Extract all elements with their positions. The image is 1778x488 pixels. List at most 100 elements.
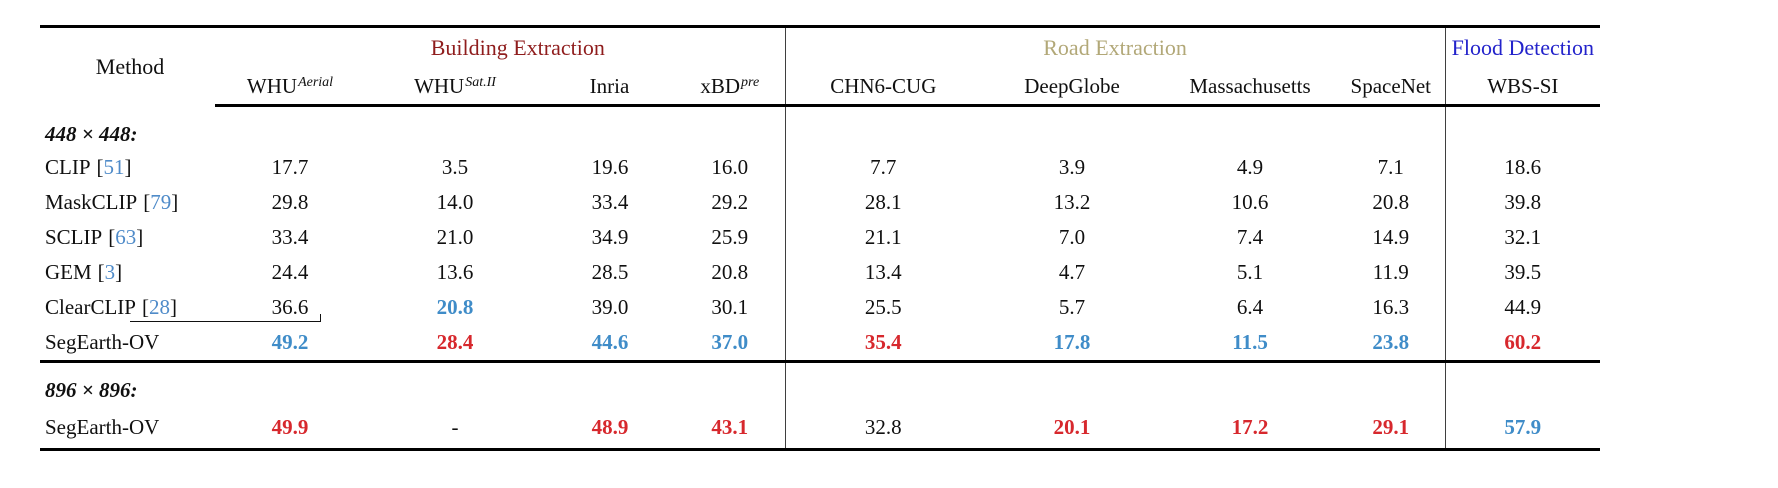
value-cell: 44.6 — [591, 330, 629, 354]
column-header-row: WHUAerial WHUSat.II Inria xBDpre CHN6-CU… — [40, 68, 1601, 107]
group-header-row: Method Building Extraction Road Extracti… — [40, 26, 1600, 79]
col-header-whu-satii: WHUSat.II — [365, 68, 545, 107]
empty-cell — [215, 106, 365, 151]
value-cell: 25.5 — [864, 295, 902, 319]
value-cell: 16.0 — [675, 150, 786, 185]
value-cell: 39.8 — [1504, 190, 1542, 214]
citation-bracket: [ — [141, 295, 149, 319]
table-row: CLIP [51] 17.7 3.5 19.6 16.0 7.7 3.9 4.9 7.1 18.6 — [40, 150, 1600, 185]
results-table: Method Building Extraction Road Extracti… — [40, 25, 1601, 451]
citation-link[interactable]: 51 — [103, 155, 125, 179]
group-header-road-extraction: Road Extraction — [785, 26, 1446, 68]
col-header-superscript: Sat.II — [465, 74, 496, 90]
value-cell: 57.9 — [1504, 414, 1542, 439]
citation-link[interactable]: 79 — [150, 190, 172, 214]
value-cell: 19.6 — [591, 155, 629, 179]
value-cell: 13.4 — [864, 260, 902, 284]
value-cell: 35.4 — [864, 330, 902, 354]
value-cell: 20.8 — [436, 295, 474, 319]
value-cell: 17.8 — [1053, 330, 1091, 354]
method-cell: SCLIP [63] — [40, 220, 215, 255]
value-cell: 30.1 — [675, 290, 786, 325]
citation-bracket: [ — [97, 260, 105, 284]
value-cell: 14.0 — [436, 190, 474, 214]
value-cell: 4.7 — [1058, 260, 1086, 284]
method-name: SCLIP — [45, 225, 103, 249]
empty-cell — [675, 360, 786, 406]
value-cell: 28.1 — [864, 190, 902, 214]
empty-cell — [545, 106, 675, 151]
value-cell: 49.2 — [271, 330, 309, 354]
value-cell: 28.4 — [436, 330, 474, 354]
citation-bracket: ] — [171, 190, 179, 214]
table-row: SCLIP [63] 33.4 21.0 34.9 25.9 21.1 7.0 7.4 14.9 3… — [40, 220, 1600, 255]
citation-link[interactable]: 63 — [115, 225, 137, 249]
method-cell: ClearCLIP [28] — [40, 290, 215, 325]
col-header-text: SpaceNet — [1350, 73, 1432, 98]
value-cell: 4.9 — [1236, 155, 1264, 179]
citation-bracket: ] — [169, 295, 177, 319]
citation-bracket: ] — [115, 260, 123, 284]
col-header-text: DeepGlobe — [1024, 73, 1120, 98]
value-cell: 29.8 — [271, 190, 309, 214]
value-cell: 20.8 — [1337, 185, 1446, 220]
value-cell: 36.6 — [271, 295, 309, 319]
citation-bracket: [ — [96, 155, 104, 179]
method-name: ClearCLIP — [45, 295, 136, 319]
value-cell: 16.3 — [1337, 290, 1446, 325]
value-cell: 33.4 — [591, 190, 629, 214]
empty-cell — [981, 360, 1164, 406]
method-name: SegEarth-OV — [45, 414, 160, 439]
value-cell: 24.4 — [271, 260, 309, 284]
empty-cell — [1445, 106, 1600, 151]
table-row: SegEarth-OV 49.2 28.4 44.6 37.0 35.4 17.8 11.5 2… — [40, 325, 1600, 362]
value-cell: 7.0 — [1058, 225, 1086, 249]
value-cell: 37.0 — [675, 325, 786, 362]
col-header-inria: Inria — [545, 68, 675, 107]
section-row: 448 × 448: — [40, 105, 1600, 151]
empty-cell — [785, 360, 982, 406]
citation-link[interactable]: 28 — [148, 295, 170, 319]
value-cell: 43.1 — [675, 406, 786, 450]
col-header-whu-aerial: WHUAerial — [215, 68, 365, 107]
empty-cell — [1163, 360, 1338, 406]
citation-bracket: [ — [143, 190, 151, 214]
value-cell: 17.7 — [271, 155, 309, 179]
method-name: MaskCLIP — [45, 190, 138, 214]
value-cell: 21.1 — [864, 225, 902, 249]
col-header-chn6-cug: CHN6-CUG — [785, 68, 982, 107]
section-title: 896 × 896: — [40, 360, 215, 406]
value-cell: 11.9 — [1337, 255, 1446, 290]
value-cell: 34.9 — [591, 225, 629, 249]
value-cell: 60.2 — [1504, 330, 1542, 354]
method-cell: GEM [3] — [40, 255, 215, 290]
section-title: 448 × 448: — [45, 122, 138, 146]
citation: [79] — [143, 190, 178, 214]
col-header-text: Massachusetts — [1189, 73, 1311, 98]
value-cell: 5.7 — [1058, 295, 1086, 319]
value-cell: 21.0 — [436, 225, 474, 249]
citation: [3] — [98, 260, 123, 284]
empty-cell — [675, 105, 786, 150]
citation-link[interactable]: 3 — [104, 260, 116, 284]
value-cell: 3.9 — [1058, 155, 1086, 179]
table-row: MaskCLIP [79] 29.8 14.0 33.4 29.2 28.1 13.2 10.6… — [40, 185, 1600, 220]
value-cell: 6.4 — [1236, 295, 1264, 319]
empty-cell — [785, 106, 981, 151]
method-cell: SegEarth-OV — [40, 325, 215, 362]
value-cell: 5.1 — [1236, 260, 1264, 284]
col-header-text: WHU — [246, 73, 298, 98]
value-cell: 13.2 — [1053, 190, 1091, 214]
empty-cell — [215, 360, 365, 406]
value-cell: 18.6 — [1504, 155, 1542, 179]
value-cell: 39.5 — [1504, 260, 1542, 284]
col-header-text: CHN6-CUG — [830, 73, 937, 98]
value-cell: 10.6 — [1231, 190, 1269, 214]
col-header-text: WHU — [414, 73, 465, 98]
col-header-text: Inria — [589, 73, 630, 98]
value-cell: 49.9 — [271, 414, 309, 439]
value-cell: 29.1 — [1337, 406, 1446, 450]
benchmark-table: Method Building Extraction Road Extracti… — [40, 25, 1601, 451]
value-cell: 28.5 — [591, 260, 629, 284]
value-cell: 32.1 — [1504, 225, 1542, 249]
